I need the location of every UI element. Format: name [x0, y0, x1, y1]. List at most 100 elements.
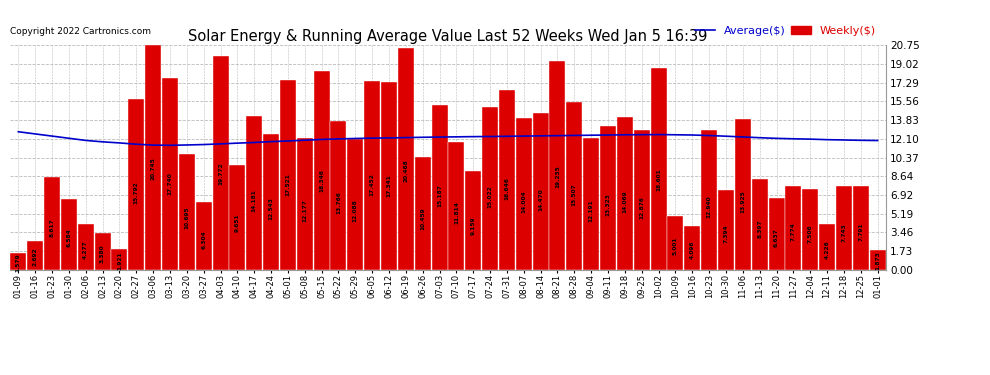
Text: 20.745: 20.745	[150, 158, 155, 180]
Bar	[162, 78, 178, 270]
Text: 18.346: 18.346	[319, 169, 324, 192]
Bar	[566, 102, 582, 270]
Text: 20.468: 20.468	[403, 159, 408, 182]
Bar	[869, 250, 886, 270]
Text: 4.096: 4.096	[690, 241, 695, 259]
Bar	[331, 121, 346, 270]
Text: 6.304: 6.304	[201, 230, 206, 249]
Bar	[129, 99, 145, 270]
Bar	[297, 138, 313, 270]
Text: 6.584: 6.584	[66, 228, 71, 247]
Bar	[179, 154, 195, 270]
Bar	[146, 45, 161, 270]
Bar	[751, 179, 767, 270]
Text: 13.323: 13.323	[606, 194, 611, 216]
Text: 19.235: 19.235	[555, 165, 560, 188]
Bar	[230, 165, 246, 270]
Bar	[196, 202, 212, 270]
Bar	[213, 56, 229, 270]
Text: 8.397: 8.397	[757, 220, 762, 239]
Text: 12.876: 12.876	[640, 196, 644, 219]
Text: 3.380: 3.380	[100, 244, 105, 263]
Bar	[398, 48, 414, 270]
Text: 7.774: 7.774	[791, 223, 796, 242]
Bar	[247, 116, 262, 270]
Bar	[836, 186, 852, 270]
Text: 14.470: 14.470	[539, 188, 544, 211]
Text: 4.226: 4.226	[825, 240, 830, 259]
Bar	[381, 82, 397, 270]
Text: 4.277: 4.277	[83, 240, 88, 258]
Text: 9.159: 9.159	[471, 216, 476, 234]
Bar	[634, 130, 649, 270]
Text: 17.341: 17.341	[386, 174, 391, 197]
Bar	[78, 224, 94, 270]
Bar	[549, 62, 565, 270]
Text: 7.791: 7.791	[858, 223, 863, 241]
Text: 19.772: 19.772	[218, 162, 223, 185]
Bar	[852, 186, 869, 270]
Text: 13.925: 13.925	[741, 190, 745, 213]
Text: 10.695: 10.695	[184, 207, 189, 229]
Bar	[112, 249, 128, 270]
Text: 12.177: 12.177	[302, 199, 307, 222]
Bar	[735, 119, 750, 270]
Bar	[482, 107, 498, 270]
Text: 15.792: 15.792	[134, 182, 139, 204]
Bar	[617, 117, 633, 270]
Text: 12.940: 12.940	[707, 195, 712, 218]
Bar	[785, 186, 801, 270]
Bar	[718, 190, 734, 270]
Bar	[583, 138, 599, 270]
Text: 1.579: 1.579	[16, 253, 21, 272]
Text: 17.452: 17.452	[369, 173, 374, 196]
Bar	[314, 71, 330, 270]
Bar	[819, 224, 836, 270]
Text: 14.181: 14.181	[251, 189, 256, 212]
Bar	[533, 113, 548, 270]
Bar	[280, 80, 296, 270]
Text: 7.394: 7.394	[724, 225, 729, 243]
Text: 12.191: 12.191	[589, 199, 594, 222]
Title: Solar Energy & Running Average Value Last 52 Weeks Wed Jan 5 16:39: Solar Energy & Running Average Value Las…	[188, 29, 708, 44]
Bar	[701, 130, 717, 270]
Bar	[95, 233, 111, 270]
Text: 11.814: 11.814	[453, 201, 459, 224]
Bar	[516, 118, 532, 270]
Text: 15.187: 15.187	[437, 184, 443, 207]
Text: 7.743: 7.743	[842, 223, 846, 242]
Text: Copyright 2022 Cartronics.com: Copyright 2022 Cartronics.com	[10, 27, 150, 36]
Text: 13.766: 13.766	[336, 191, 341, 214]
Bar	[465, 171, 481, 270]
Bar	[347, 139, 363, 270]
Bar	[650, 68, 666, 270]
Text: 15.507: 15.507	[572, 183, 577, 206]
Text: 6.637: 6.637	[774, 228, 779, 247]
Text: 14.004: 14.004	[522, 190, 527, 213]
Text: 17.521: 17.521	[285, 173, 290, 196]
Bar	[448, 142, 464, 270]
Bar	[768, 198, 784, 270]
Bar	[10, 253, 27, 270]
Text: 12.543: 12.543	[268, 197, 273, 220]
Text: 9.651: 9.651	[235, 214, 240, 232]
Text: 5.001: 5.001	[673, 236, 678, 255]
Bar	[600, 126, 616, 270]
Text: 15.022: 15.022	[488, 185, 493, 208]
Bar	[415, 157, 431, 270]
Text: 2.692: 2.692	[33, 248, 38, 266]
Legend: Average($), Weekly($): Average($), Weekly($)	[690, 21, 880, 40]
Bar	[364, 81, 380, 270]
Text: 1.873: 1.873	[875, 252, 880, 270]
Text: 10.459: 10.459	[420, 208, 425, 230]
Text: 18.601: 18.601	[656, 168, 661, 190]
Text: 14.069: 14.069	[623, 190, 628, 213]
Text: 1.921: 1.921	[117, 251, 122, 270]
Bar	[263, 134, 279, 270]
Bar	[44, 177, 60, 270]
Text: 12.088: 12.088	[352, 200, 357, 222]
Bar	[60, 199, 77, 270]
Bar	[499, 90, 515, 270]
Bar	[684, 226, 700, 270]
Bar	[432, 105, 447, 270]
